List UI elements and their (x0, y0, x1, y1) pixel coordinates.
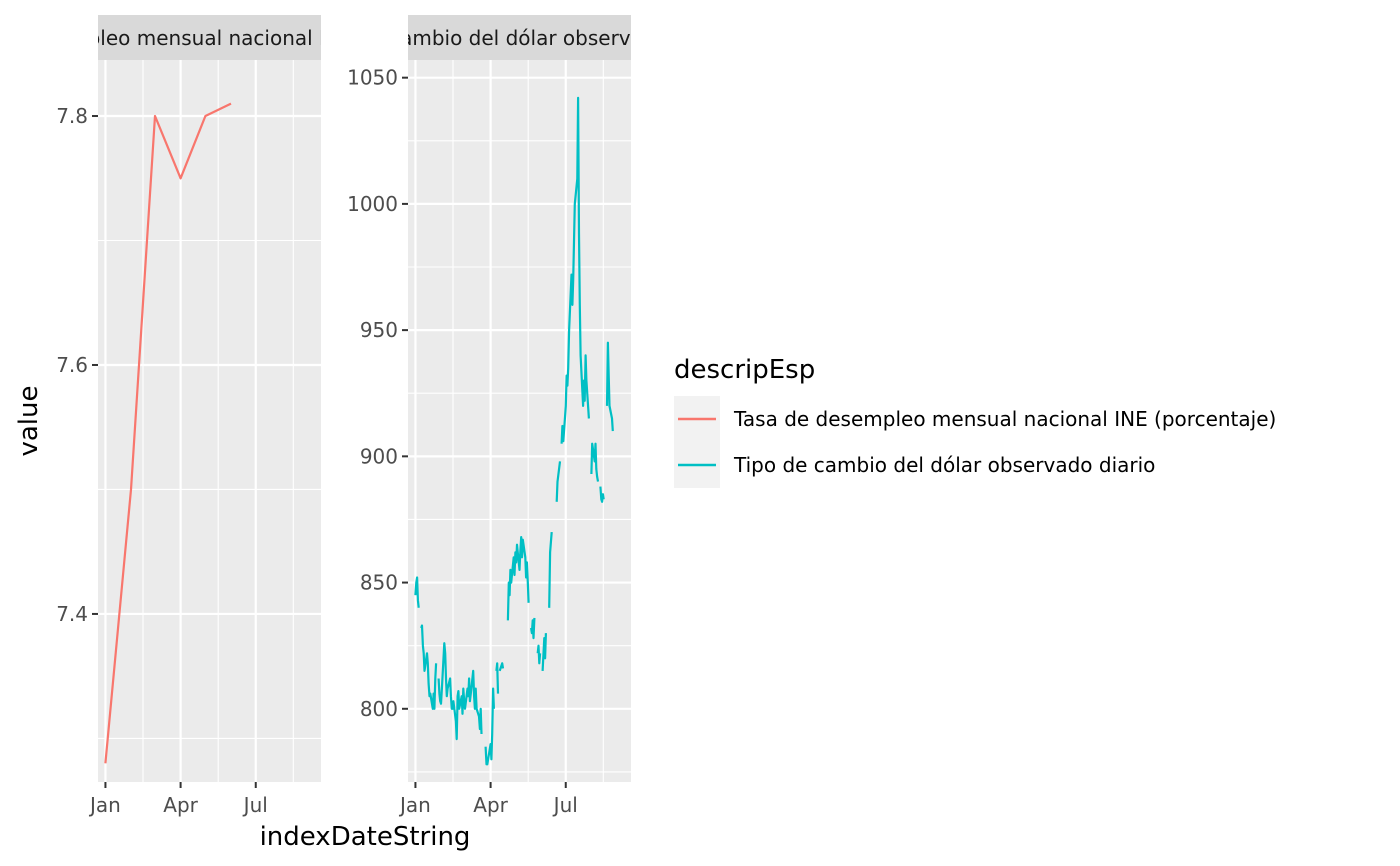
strip-background-exchange-rate (408, 15, 631, 60)
x-tick-label: Jan (88, 793, 121, 817)
y-tick-label: 7.4 (56, 602, 88, 626)
series-line-exchange-rate (541, 633, 547, 671)
y-tick-label: 1050 (347, 66, 398, 90)
x-tick-label: Jul (552, 793, 578, 817)
x-axis-unemployment: Jan Apr Jul (88, 782, 268, 817)
series-line-exchange-rate (530, 617, 536, 640)
x-axis-exchange-rate: Jan Apr Jul (398, 782, 578, 817)
legend: descripEsp Tasa de desempleo mensual nac… (674, 355, 1276, 488)
series-line-exchange-rate (536, 644, 542, 665)
legend-label-unemployment: Tasa de desempleo mensual nacional INE (… (733, 407, 1276, 431)
y-axis-unemployment: 7.4 7.6 7.8 (56, 104, 98, 626)
panel-unemployment: Tasa de desempleo mensual nacional INE (… (0, 15, 481, 817)
series-line-exchange-rate (555, 461, 562, 502)
y-tick-label: 800 (360, 697, 398, 721)
series-line-exchange-rate (599, 486, 605, 503)
strip-label-exchange-rate: Tipo de cambio del dólar observado diari… (308, 26, 730, 50)
series-line-exchange-rate (414, 576, 420, 608)
series-line-exchange-rate (548, 532, 553, 608)
y-tick-label: 1000 (347, 192, 398, 216)
x-axis-title: indexDateString (260, 822, 471, 852)
y-tick-label: 7.6 (56, 353, 88, 377)
plot-background-exchange-rate (408, 60, 631, 782)
y-tick-label: 850 (360, 571, 398, 595)
series-line-exchange-rate (498, 662, 505, 672)
legend-label-exchange-rate: Tipo de cambio del dólar observado diari… (733, 453, 1155, 477)
x-tick-label: Jan (398, 793, 431, 817)
series-line-unemployment (104, 102, 232, 764)
plot-background-unemployment (98, 60, 321, 782)
strip-label-unemployment: Tasa de desempleo mensual nacional INE (… (0, 26, 481, 50)
panel-exchange-rate: Tipo de cambio del dólar observado diari… (308, 15, 730, 817)
y-tick-label: 900 (360, 444, 398, 468)
series-exchange-rate (414, 96, 614, 766)
y-tick-label: 7.8 (56, 104, 88, 128)
x-tick-label: Apr (473, 793, 508, 817)
y-axis-title: value (14, 385, 44, 456)
series-line-exchange-rate (495, 662, 500, 694)
x-tick-label: Apr (163, 793, 198, 817)
legend-title: descripEsp (674, 355, 815, 385)
series-line-exchange-rate (437, 642, 483, 741)
y-axis-exchange-rate: 800 850 900 950 1000 1050 (347, 66, 408, 721)
series-line-exchange-rate (605, 341, 614, 432)
series-line-exchange-rate (590, 442, 600, 482)
series-line-exchange-rate (560, 96, 590, 444)
x-tick-label: Jul (242, 793, 268, 817)
gridlines-unemployment (98, 60, 321, 782)
strip-background-unemployment (98, 15, 321, 60)
series-line-exchange-rate (420, 624, 438, 710)
series-line-exchange-rate (484, 687, 495, 766)
series-unemployment (104, 102, 232, 764)
gridlines-exchange-rate (408, 60, 631, 782)
series-line-exchange-rate (506, 536, 530, 621)
y-tick-label: 950 (360, 318, 398, 342)
